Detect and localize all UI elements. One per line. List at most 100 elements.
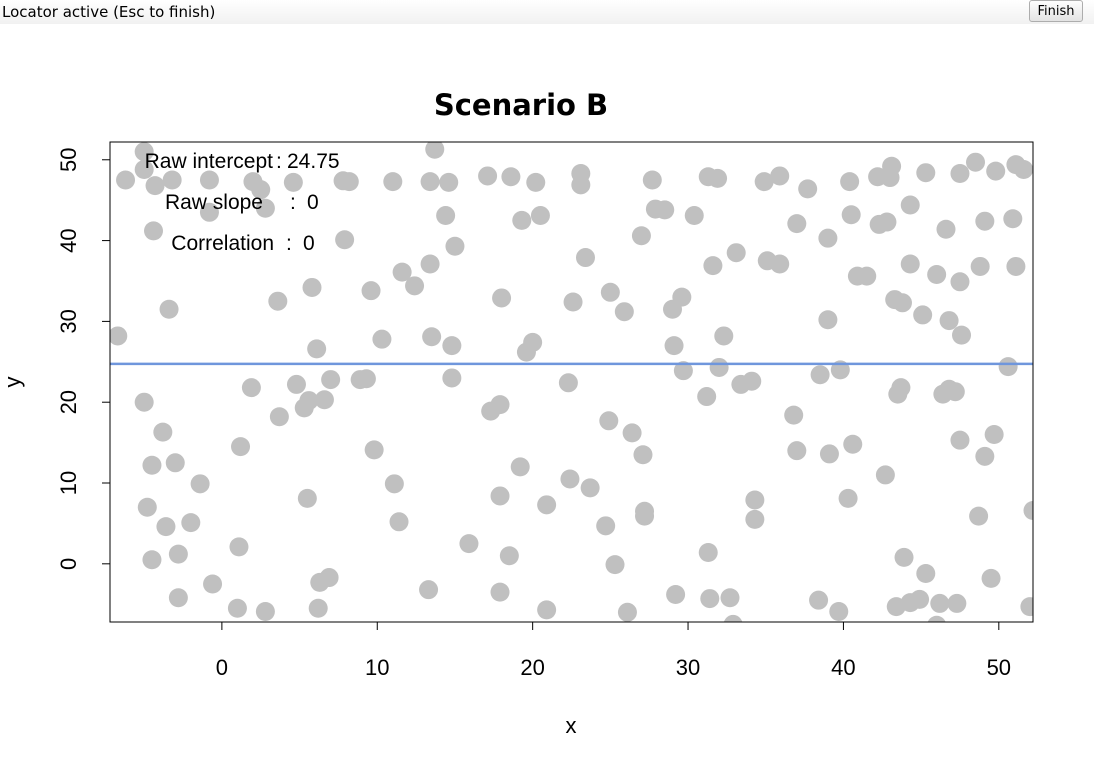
data-point	[784, 405, 804, 425]
data-point	[642, 170, 662, 190]
data-point	[1003, 209, 1023, 229]
data-point	[709, 357, 729, 377]
data-point	[975, 446, 995, 466]
y-tick-label: 50	[56, 148, 81, 172]
raw-slope-value: 0	[307, 191, 319, 214]
y-axis: 0 10 20 30 40 50	[56, 148, 111, 570]
data-point	[319, 568, 339, 588]
data-point	[526, 172, 546, 192]
data-point	[422, 327, 442, 347]
chart-title: Scenario B	[434, 88, 608, 122]
data-point	[672, 287, 692, 307]
data-point	[478, 166, 498, 186]
data-point	[787, 214, 807, 234]
data-point	[283, 172, 303, 192]
data-point	[631, 226, 651, 246]
finish-button[interactable]: Finish	[1029, 0, 1083, 22]
data-point	[229, 537, 249, 557]
data-point	[251, 180, 271, 200]
data-point	[900, 254, 920, 274]
y-tick-label: 40	[56, 228, 81, 252]
data-point	[241, 378, 261, 398]
data-point	[697, 387, 717, 407]
data-point	[134, 142, 154, 162]
data-point	[269, 407, 289, 427]
data-point	[490, 395, 510, 415]
annotation-colon: :	[286, 232, 292, 255]
data-point	[268, 291, 288, 311]
x-axis-label: x	[566, 713, 577, 738]
data-point	[877, 212, 897, 232]
data-point	[156, 517, 176, 537]
data-point	[617, 602, 637, 622]
data-point	[930, 593, 950, 613]
y-tick-label: 30	[56, 309, 81, 333]
data-point	[900, 195, 920, 215]
data-point	[339, 172, 359, 192]
data-point	[255, 601, 275, 621]
raw-slope-label: Raw slope	[165, 191, 263, 214]
data-point	[726, 243, 746, 263]
data-point	[947, 593, 967, 613]
data-point	[635, 506, 655, 526]
data-point	[673, 361, 693, 381]
data-point	[307, 339, 327, 359]
data-point	[490, 486, 510, 506]
locator-toolbar: Locator active (Esc to finish) Finish	[0, 0, 1094, 24]
raw-intercept-label: Raw intercept	[145, 150, 274, 173]
raw-intercept-value: 24.75	[287, 150, 340, 173]
data-point	[939, 311, 959, 331]
data-point	[622, 423, 642, 443]
data-point	[666, 585, 686, 605]
data-point	[537, 495, 557, 515]
data-point	[950, 272, 970, 292]
data-point	[708, 168, 728, 188]
data-point	[420, 172, 440, 192]
data-point	[168, 588, 188, 608]
data-point	[199, 202, 219, 222]
data-point	[142, 455, 162, 475]
data-point	[314, 390, 334, 410]
data-point	[142, 550, 162, 570]
data-point	[199, 170, 219, 190]
data-point	[116, 170, 136, 190]
data-point	[165, 453, 185, 473]
data-point	[981, 568, 1001, 588]
data-point	[745, 490, 765, 510]
data-point	[558, 373, 578, 393]
data-point	[984, 425, 1004, 445]
data-point	[910, 589, 930, 609]
y-tick-label: 20	[56, 390, 81, 414]
data-point	[563, 292, 583, 312]
data-point	[655, 200, 675, 220]
data-point	[364, 440, 384, 460]
x-tick-label: 10	[365, 655, 389, 680]
data-point	[523, 332, 543, 352]
data-point	[916, 163, 936, 183]
data-point	[843, 434, 863, 454]
data-point	[927, 265, 947, 285]
data-point	[134, 392, 154, 412]
data-point	[405, 276, 425, 296]
data-point	[829, 601, 849, 621]
data-point	[830, 360, 850, 380]
data-point	[530, 206, 550, 226]
data-point	[875, 465, 895, 485]
data-point	[927, 615, 946, 622]
data-point	[335, 230, 355, 250]
data-point	[445, 236, 465, 256]
data-point	[952, 325, 972, 345]
data-point	[356, 369, 376, 389]
data-point	[614, 302, 634, 322]
data-point	[599, 411, 619, 431]
data-point	[510, 457, 530, 477]
data-point	[227, 598, 247, 618]
data-point	[299, 391, 319, 411]
data-point	[819, 444, 839, 464]
data-point	[596, 516, 616, 536]
data-point	[420, 254, 440, 274]
data-point	[986, 161, 1006, 181]
data-point	[913, 305, 933, 325]
x-tick-label: 50	[987, 655, 1011, 680]
